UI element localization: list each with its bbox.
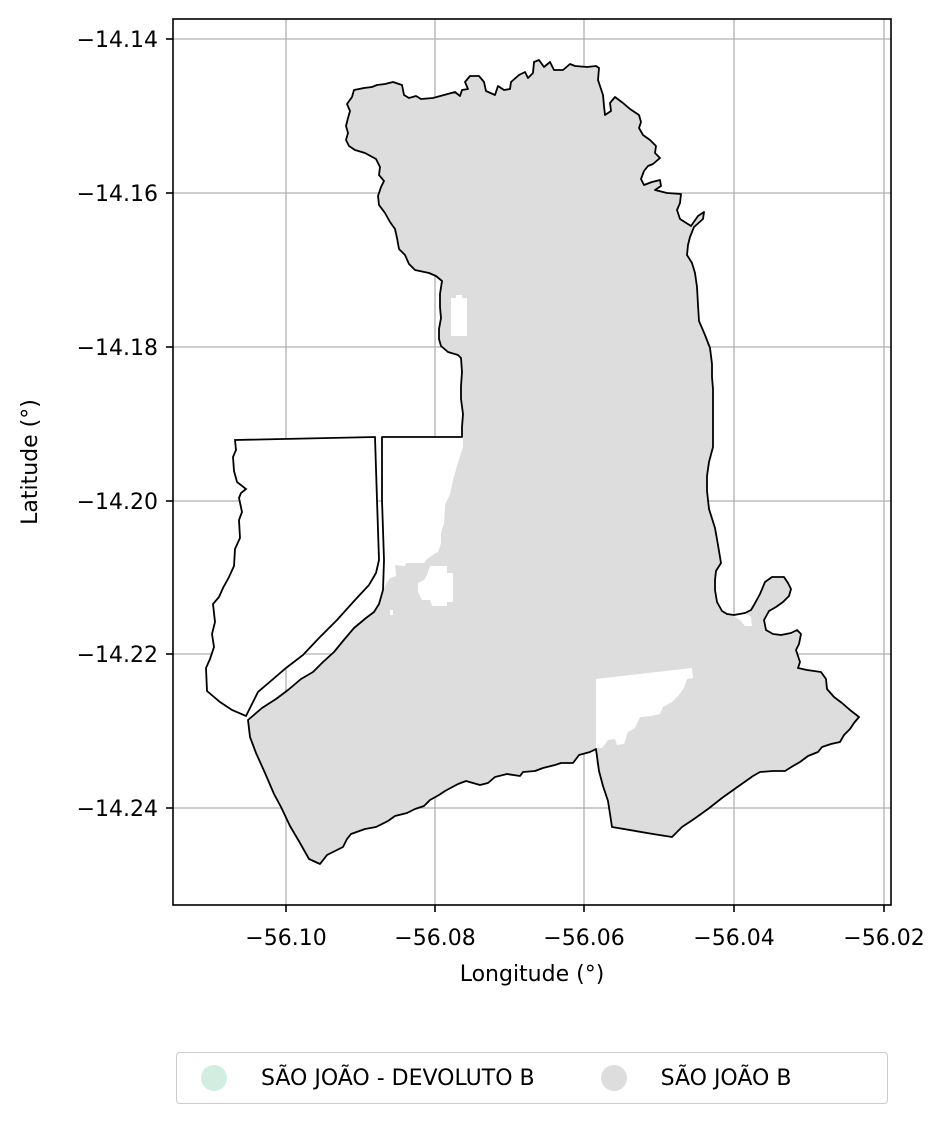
y-tick-label-2: −14.16 (77, 182, 158, 207)
devoluto-b-region (205, 436, 380, 718)
sao-joao-b-area (248, 60, 859, 864)
sao-joao-b-boundary (247, 59, 860, 865)
uncovered-area-pocket (418, 566, 453, 606)
axes-frame (172, 18, 892, 906)
x-tick-label-3: −56.06 (543, 926, 624, 951)
y-tick-label-3: −14.18 (77, 336, 158, 361)
uncovered-areas (382, 295, 752, 748)
legend: SÃO JOÃO - DEVOLUTO B SÃO JOÃO B (176, 1052, 888, 1104)
uncovered-area-north (451, 295, 467, 336)
x-tick-label-2: −56.08 (394, 926, 475, 951)
x-tick-label-4: −56.04 (693, 926, 774, 951)
tick-marks (166, 38, 885, 912)
y-tick-label-5: −14.22 (77, 643, 158, 668)
uncovered-area-southeast (596, 668, 693, 748)
y-tick-label-6: −14.24 (77, 797, 158, 822)
x-tick-label-5: −56.02 (843, 926, 924, 951)
legend-marker-sao-joao-b (600, 1065, 627, 1091)
legend-marker-devoluto (201, 1065, 227, 1091)
y-tick-label-4: −14.20 (77, 490, 158, 515)
legend-label-devoluto: SÃO JOÃO - DEVOLUTO B (261, 1065, 535, 1091)
x-axis-label: Longitude (°) (460, 962, 605, 987)
uncovered-area-west (382, 437, 463, 597)
legend-item-sao-joao-b: SÃO JOÃO B (600, 1065, 792, 1091)
uncovered-area-notch (390, 610, 393, 615)
legend-item-devoluto: SÃO JOÃO - DEVOLUTO B (201, 1065, 535, 1091)
y-tick-label-1: −14.14 (77, 28, 158, 53)
x-tick-label-1: −56.10 (245, 926, 326, 951)
y-axis-label: Latitude (°) (18, 399, 43, 525)
legend-label-sao-joao-b: SÃO JOÃO B (660, 1065, 792, 1091)
uncovered-area-east-edge (734, 613, 752, 626)
